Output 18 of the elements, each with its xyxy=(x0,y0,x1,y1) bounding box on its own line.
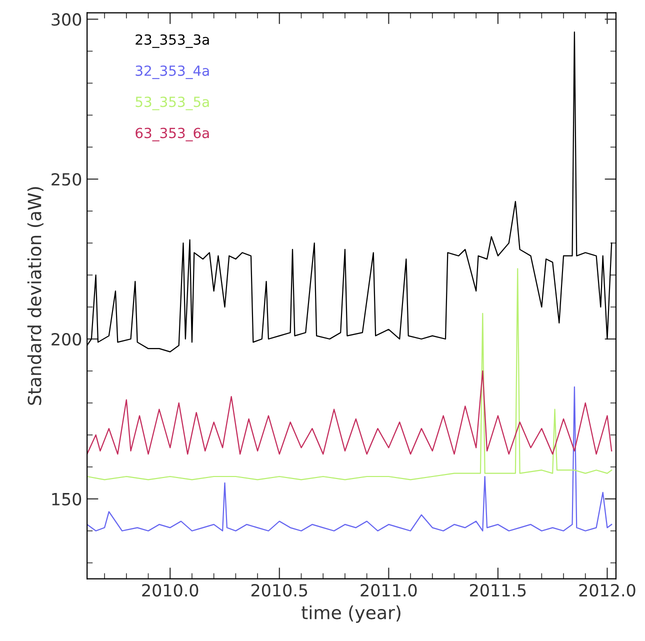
y-tick-label: 200 xyxy=(52,332,82,346)
y-tick-label: 300 xyxy=(52,13,82,26)
y-tick-label: 150 xyxy=(52,492,82,506)
x-tick-label: 2010.0 xyxy=(142,584,198,597)
text: 32_353_4a xyxy=(136,65,209,80)
x-tick-label: 2010.5 xyxy=(251,584,308,597)
y-tick-label: 250 xyxy=(52,173,82,186)
text: 53_353_5a xyxy=(136,96,209,110)
x-tick-label: 2011.0 xyxy=(360,584,417,597)
line-series xyxy=(87,386,612,532)
text: 23_353_3a xyxy=(136,34,209,48)
line-series xyxy=(87,370,612,455)
x-tick-label: 2012.0 xyxy=(579,584,636,597)
x-tick-label: 2011.5 xyxy=(470,584,526,597)
text: 63_353_6a xyxy=(136,128,209,142)
line-series xyxy=(87,268,612,480)
y-axis-title: Standard deviation (aW) xyxy=(27,187,44,405)
x-axis-title: time (year) xyxy=(302,605,400,623)
